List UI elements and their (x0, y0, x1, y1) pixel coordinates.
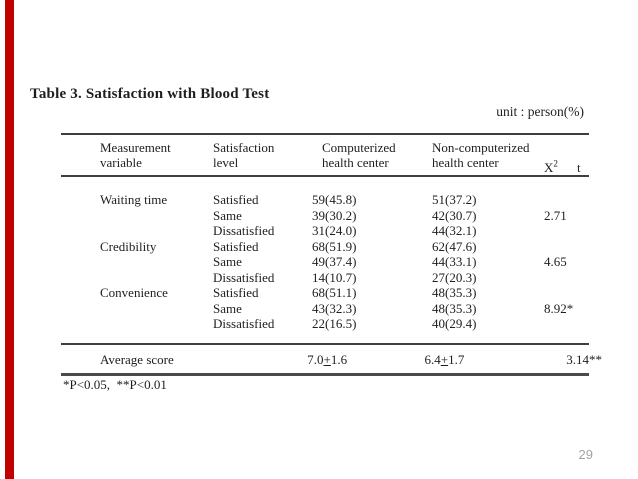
header-non-computerized-line1: Non-computerized (432, 140, 530, 155)
cell-non-computerized: 27(20.3) (432, 269, 477, 285)
cell-chi-square: 2.71 (544, 207, 567, 223)
header-chi-square: X2 (544, 158, 577, 175)
avg-noncomp-mean: 6.4 (424, 351, 441, 367)
red-accent-bar (5, 0, 14, 479)
cell-level: Satisfied (213, 192, 259, 207)
significance-footnote: *P<0.05, **P<0.01 (63, 377, 167, 392)
table-row: Convenience Satisfied 68(51.1) 48(35.3) (61, 285, 602, 301)
cell-non-computerized: 51(37.2) (432, 192, 477, 207)
chi-superscript: 2 (553, 158, 558, 169)
cell-level: Dissatisfied (213, 223, 275, 238)
page-number: 29 (578, 447, 593, 462)
average-empty-cell (210, 352, 307, 368)
rule-top (61, 133, 589, 135)
rule-below-header (61, 175, 589, 177)
cell-non-computerized: 48(35.3) (432, 285, 477, 300)
cell-computerized: 43(32.3) (312, 300, 357, 316)
table-header-row: Measurement variable Satisfaction level … (61, 135, 602, 175)
average-chi-empty (534, 352, 566, 368)
cell-computerized: 39(30.2) (312, 207, 357, 223)
cell-level: Satisfied (213, 285, 259, 300)
cell-computerized: 59(45.8) (312, 192, 357, 207)
cell-non-computerized: 40(29.4) (432, 316, 477, 331)
table-body: Waiting time Satisfied 59(45.8) 51(37.2)… (61, 192, 602, 332)
unit-note: unit : person(%) (496, 104, 584, 119)
cell-computerized: 68(51.9) (312, 238, 357, 254)
cell-variable (61, 316, 213, 332)
header-measurement-line1: Measurement (100, 140, 171, 155)
cell-variable (61, 223, 213, 239)
avg-noncomp-sd: 1.7 (448, 351, 465, 367)
table-row: Same 39(30.2) 42(30.7) 2.71 (61, 208, 602, 224)
cell-level: Satisfied (213, 238, 259, 254)
avg-comp-mean: 7.0 (307, 351, 324, 367)
cell-variable: Credibility (100, 238, 157, 254)
cell-computerized: 14(10.7) (312, 269, 357, 285)
header-t: t (577, 160, 581, 175)
cell-variable (61, 301, 213, 317)
header-measurement-variable: Measurement variable (61, 140, 213, 175)
cell-computerized: 68(51.1) (312, 285, 357, 300)
data-table: Measurement variable Satisfaction level … (61, 133, 602, 376)
cell-non-computerized: 42(30.7) (432, 207, 477, 223)
cell-non-computerized: 62(47.6) (432, 238, 477, 254)
table-row: Credibility Satisfied 68(51.9) 62(47.6) (61, 239, 602, 255)
cell-chi-square (544, 285, 577, 301)
cell-non-computerized: 44(33.1) (432, 254, 477, 269)
cell-chi-square (544, 270, 577, 286)
avg-comp-sd: 1.6 (330, 351, 348, 367)
table-row: Dissatisfied 14(10.7) 27(20.3) (61, 270, 602, 286)
table-row: Waiting time Satisfied 59(45.8) 51(37.2) (61, 192, 602, 208)
cell-chi-square (544, 239, 577, 255)
header-computerized: Computerized health center (312, 140, 432, 175)
cell-chi-square (544, 192, 577, 208)
cell-variable (61, 208, 213, 224)
rule-bottom (61, 373, 589, 376)
table-row: Same 43(32.3) 48(35.3) 8.92* (61, 301, 602, 317)
table-row: Same 49(37.4) 44(33.1) 4.65 (61, 254, 602, 270)
avg-comp-plusminus: + (323, 351, 331, 367)
cell-non-computerized: 44(32.1) (432, 223, 477, 238)
header-computerized-line2: health center (322, 155, 389, 170)
cell-chi-square: 4.65 (544, 254, 567, 269)
average-computerized: 7.0+1.6 (307, 352, 424, 368)
header-non-computerized: Non-computerized health center (432, 140, 544, 175)
cell-variable (61, 270, 213, 286)
table-title: Table 3. Satisfaction with Blood Test (30, 86, 270, 102)
cell-non-computerized: 48(35.3) (432, 300, 477, 316)
cell-level: Same (213, 207, 242, 223)
header-non-computerized-line2: health center (432, 155, 499, 170)
average-non-computerized: 6.4+1.7 (425, 352, 534, 368)
cell-chi-square (544, 223, 577, 239)
header-computerized-line1: Computerized (322, 140, 396, 155)
cell-computerized: 49(37.4) (312, 254, 357, 269)
header-satisfaction-level: Satisfaction level (213, 140, 312, 175)
header-satisfaction-line2: level (213, 155, 239, 170)
cell-computerized: 31(24.0) (312, 223, 357, 238)
cell-chi-square (544, 316, 577, 332)
table-row: Dissatisfied 22(16.5) 40(29.4) (61, 316, 602, 332)
header-measurement-line2: variable (100, 155, 142, 170)
average-score-row: Average score 7.0+1.6 6.4+1.7 3.14** (61, 345, 602, 368)
header-satisfaction-line1: Satisfaction (213, 140, 275, 155)
cell-chi-square: 8.92* (544, 300, 574, 316)
cell-variable: Waiting time (100, 192, 168, 207)
cell-variable (61, 254, 213, 270)
cell-level: Dissatisfied (213, 316, 275, 331)
chi-base: X (544, 160, 554, 175)
cell-level: Same (213, 300, 242, 316)
average-t-value: 3.14** (566, 351, 602, 367)
cell-level: Same (213, 254, 242, 269)
average-label: Average score (100, 351, 174, 367)
avg-noncomp-plusminus: + (440, 351, 449, 367)
table-row: Dissatisfied 31(24.0) 44(32.1) (61, 223, 602, 239)
cell-variable: Convenience (100, 285, 168, 300)
cell-computerized: 22(16.5) (312, 316, 357, 331)
rule-above-average (61, 342, 589, 345)
cell-level: Dissatisfied (213, 269, 275, 285)
